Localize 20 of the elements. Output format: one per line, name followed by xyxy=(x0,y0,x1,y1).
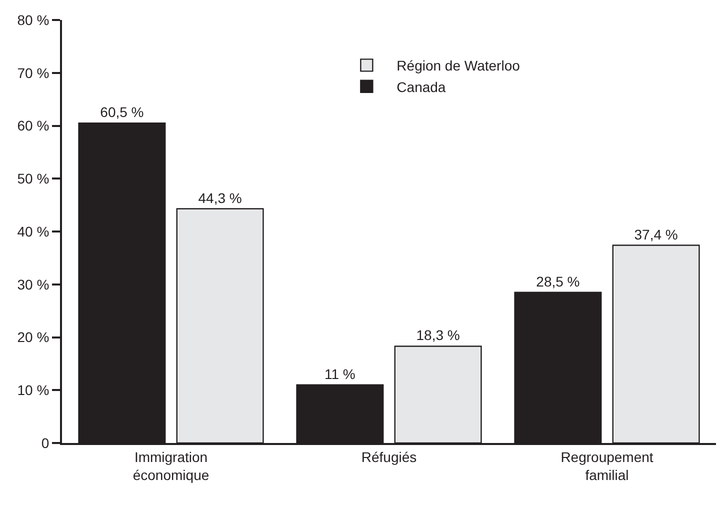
x-tick-label: Regroupement familial xyxy=(560,448,654,483)
y-tick-label: 30 % xyxy=(17,276,50,292)
legend-label: Région de Waterloo xyxy=(396,58,520,74)
y-tick-label: 80 % xyxy=(17,12,50,28)
y-tick-label: 0 xyxy=(41,434,50,451)
y-tick-label: 60 % xyxy=(17,118,50,134)
data-label: 60,5 % xyxy=(100,104,144,120)
y-tick-label: 40 % xyxy=(17,223,50,240)
y-tick-label: 70 % xyxy=(17,64,50,81)
x-tick-label: Immigration économique xyxy=(132,448,210,483)
data-label: 18,3 % xyxy=(416,327,460,344)
data-label: 37,4 % xyxy=(634,226,678,242)
y-tick-label: 10 % xyxy=(17,382,50,398)
data-label: 11 % xyxy=(324,366,356,382)
y-tick-label: 20 % xyxy=(17,329,50,346)
legend-label: Canada xyxy=(396,78,446,95)
y-tick-label: 50 % xyxy=(17,170,50,187)
x-tick-label: Réfugiés xyxy=(361,448,417,465)
data-label: 28,5 % xyxy=(536,273,580,290)
data-label: 44,3 % xyxy=(198,190,242,206)
